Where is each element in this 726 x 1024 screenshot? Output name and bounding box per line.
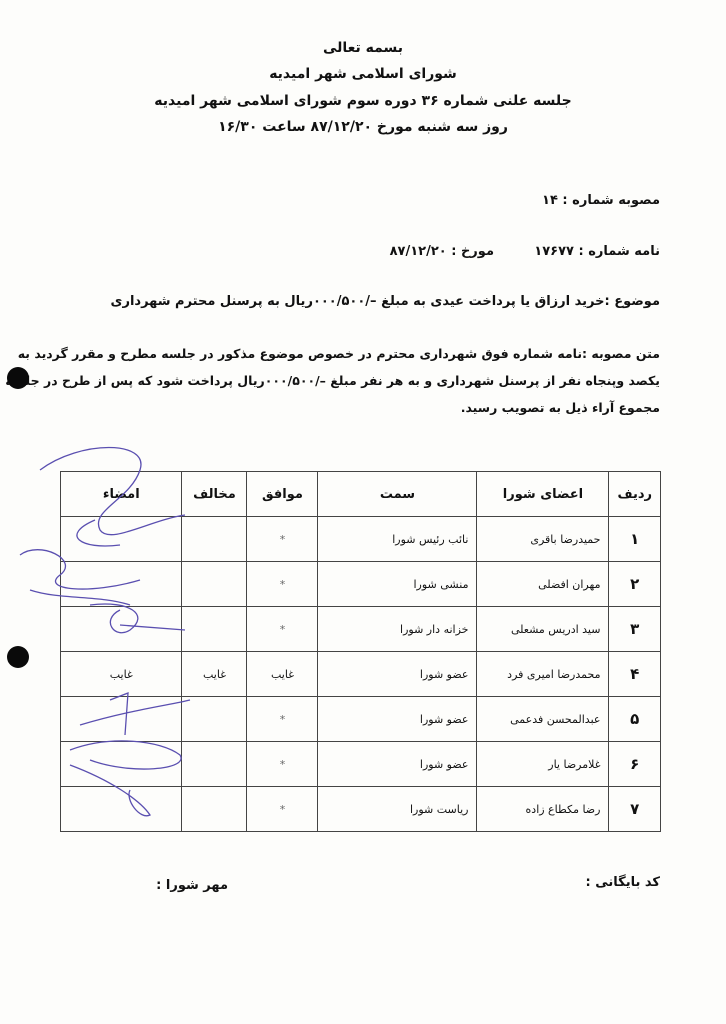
row-number: ۵ xyxy=(608,696,661,742)
row-number: ۷ xyxy=(608,786,661,832)
header-row-no: ردیف xyxy=(608,471,661,517)
agree-vote: * xyxy=(246,741,319,787)
table-row: ۴ محمدرضا امیری فرد عضو شورا غایب غایب غایب xyxy=(59,651,661,697)
signature-cell xyxy=(59,741,183,787)
row-number: ۴ xyxy=(608,651,661,697)
disagree-vote xyxy=(181,741,248,787)
table-row: ۲ مهران افضلی منشی شورا * xyxy=(59,561,661,607)
member-position: نائب رئیس شورا xyxy=(317,516,478,562)
disagree-vote xyxy=(181,606,248,652)
header-position: سمت xyxy=(317,471,478,517)
subject: موضوع :خرید ارزاق یا پرداخت عیدی به مبلغ… xyxy=(110,294,660,309)
header-date: روز سه شنبه مورخ ۸۷/۱۲/۲۰ ساعت ۱۶/۳۰ xyxy=(218,119,508,135)
agree-vote: * xyxy=(246,516,319,562)
member-position: ریاست شورا xyxy=(317,786,478,832)
body-line-1: متن مصوبه :نامه شماره فوق شهرداری محترم … xyxy=(17,346,660,361)
member-name: حمیدرضا باقری xyxy=(476,516,610,562)
member-name: مهران افضلی xyxy=(476,561,610,607)
agree-vote: * xyxy=(246,786,319,832)
signature-cell xyxy=(59,786,183,832)
member-name: رضا مکطاع زاده xyxy=(476,786,610,832)
header-bismillah: بسمه تعالی xyxy=(322,40,404,56)
table-row: ۷ رضا مکطاع زاده ریاست شورا * xyxy=(59,786,661,832)
member-name: سید ادریس مشعلی xyxy=(476,606,610,652)
member-position: عضو شورا xyxy=(317,696,478,742)
member-position: عضو شورا xyxy=(317,741,478,787)
header-agree: موافق xyxy=(246,471,319,517)
member-position: منشی شورا xyxy=(317,561,478,607)
disagree-vote xyxy=(181,786,248,832)
member-position: خزانه دار شورا xyxy=(317,606,478,652)
row-number: ۶ xyxy=(608,741,661,787)
member-name: محمدرضا امیری فرد xyxy=(476,651,610,697)
header-signature: امضاء xyxy=(59,471,183,517)
disagree-vote: غایب xyxy=(181,651,248,697)
council-seal-label: مهر شورا : xyxy=(156,878,228,893)
agree-vote: * xyxy=(246,561,319,607)
member-position: عضو شورا xyxy=(317,651,478,697)
signature-cell: غایب xyxy=(59,651,183,697)
agree-vote: * xyxy=(246,606,319,652)
signature-cell xyxy=(59,516,183,562)
table-row: ۶ غلامرضا یار عضو شورا * xyxy=(59,741,661,787)
body-line-2: یکصد وپنجاه نفر از پرسنل شهرداری و به هر… xyxy=(0,373,660,388)
row-number: ۳ xyxy=(608,606,661,652)
disagree-vote xyxy=(181,561,248,607)
member-name: عبدالمحسن فدعمی xyxy=(476,696,610,742)
table-header-row: ردیف اعضای شورا سمت موافق مخالف امضاء xyxy=(59,471,661,517)
letter-number: نامه شماره : ۱۷۶۷۷ xyxy=(534,244,660,259)
header-session: جلسه علنی شماره ۳۶ دوره سوم شورای اسلامی… xyxy=(154,93,572,109)
agree-vote: * xyxy=(246,696,319,742)
header-member: اعضای شورا xyxy=(476,471,610,517)
punch-hole xyxy=(7,367,29,389)
signature-cell xyxy=(59,606,183,652)
table-row: ۳ سید ادریس مشعلی خزانه دار شورا * xyxy=(59,606,661,652)
archive-code-label: کد بایگانی : xyxy=(585,875,660,890)
letter-date: مورخ : ۸۷/۱۲/۲۰ xyxy=(389,244,494,259)
row-number: ۲ xyxy=(608,561,661,607)
body-line-3: مجموع آراء ذیل به تصویب رسید. xyxy=(460,400,660,415)
header-council: شورای اسلامی شهر امیدیه xyxy=(269,66,457,82)
disagree-vote xyxy=(181,696,248,742)
signature-cell xyxy=(59,561,183,607)
table-row: ۵ عبدالمحسن فدعمی عضو شورا * xyxy=(59,696,661,742)
row-number: ۱ xyxy=(608,516,661,562)
header-disagree: مخالف xyxy=(181,471,248,517)
agree-vote: غایب xyxy=(246,651,319,697)
punch-hole xyxy=(7,646,29,668)
table-row: ۱ حمیدرضا باقری نائب رئیس شورا * xyxy=(59,516,661,562)
disagree-vote xyxy=(181,516,248,562)
member-name: غلامرضا یار xyxy=(476,741,610,787)
signature-cell xyxy=(59,696,183,742)
resolution-number: مصوبه شماره : ۱۴ xyxy=(542,193,660,208)
